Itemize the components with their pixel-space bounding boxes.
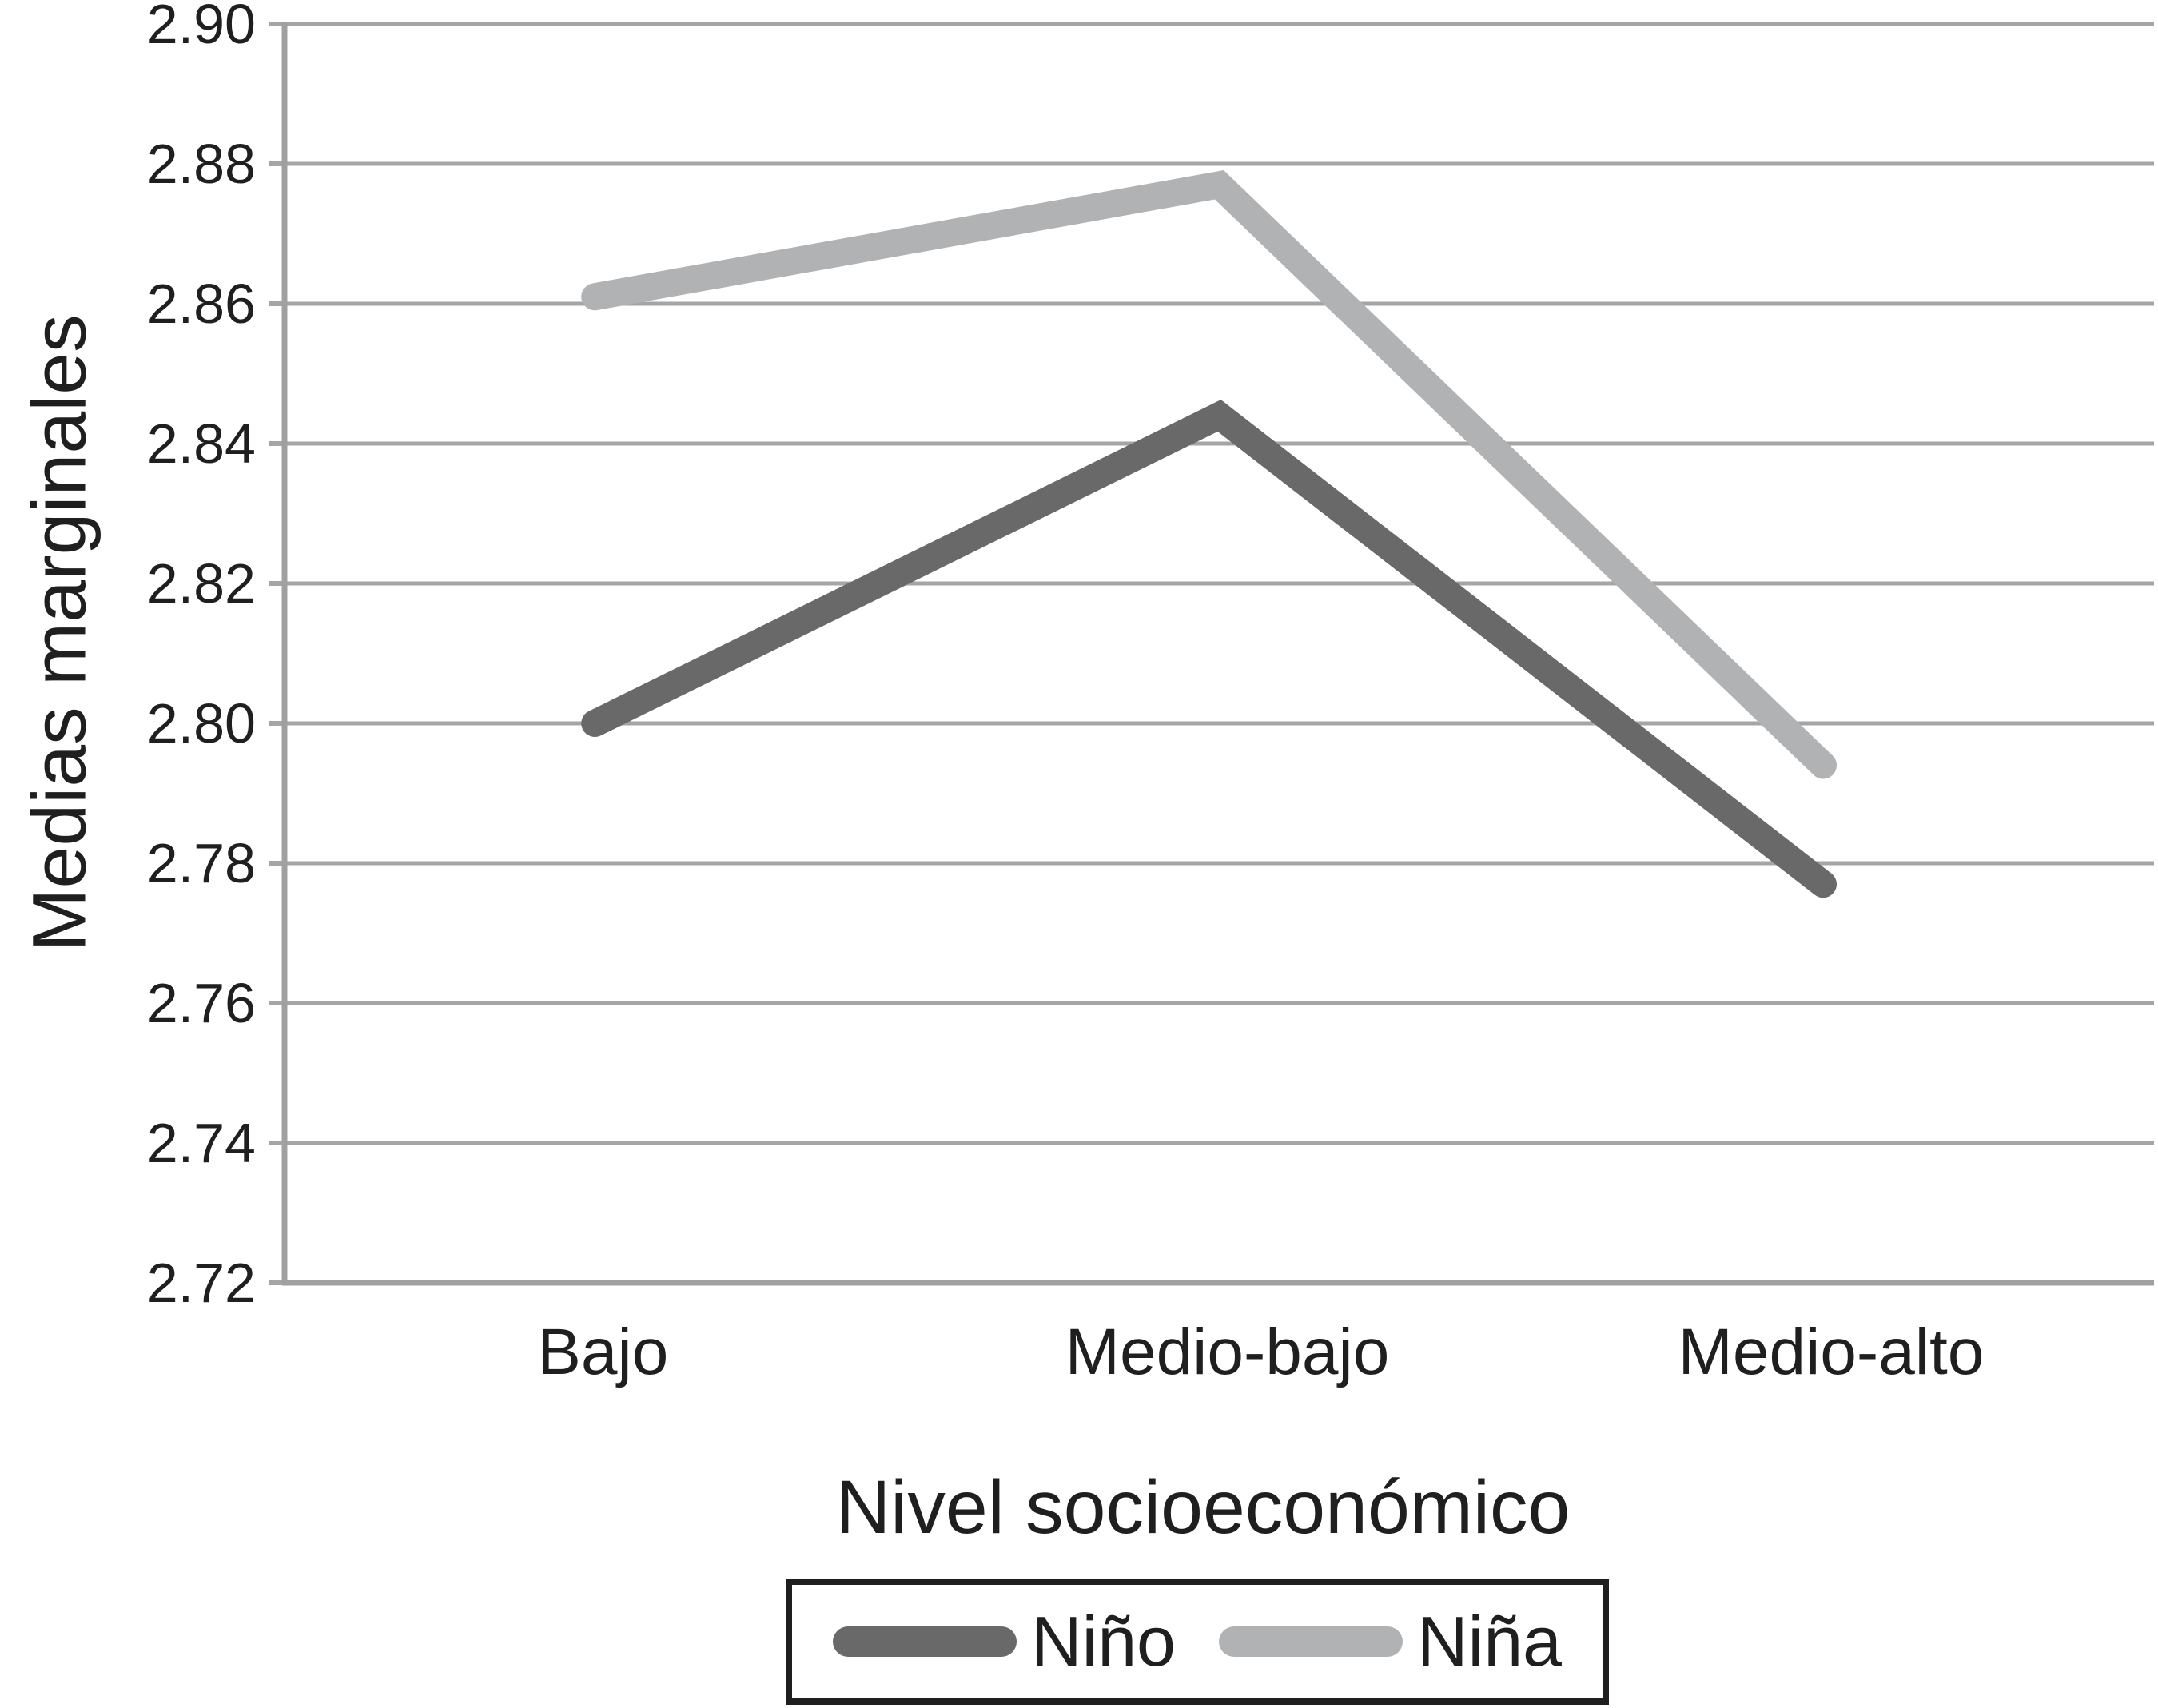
y-axis-tick-label: 2.76 [146, 972, 256, 1034]
legend-label: Niña [1417, 1602, 1562, 1681]
legend-item: Niño [833, 1601, 1176, 1682]
y-axis-tick-label: 2.84 [146, 412, 256, 475]
legend-swatch-1 [1219, 1626, 1403, 1657]
series-line-1 [581, 169, 1837, 779]
series-line-0 [581, 400, 1837, 898]
x-axis-category-label: Medio-alto [1678, 1316, 1985, 1388]
legend-label: Niño [1031, 1602, 1176, 1681]
y-axis-title: Medias marginales [17, 314, 102, 952]
y-axis-tick-label: 2.80 [146, 692, 256, 754]
legend-item: Niña [1219, 1601, 1562, 1682]
legend: Niño Niña [786, 1579, 1609, 1705]
y-axis-tick-label: 2.82 [146, 552, 256, 615]
y-axis-tick-label: 2.90 [146, 0, 256, 55]
y-axis-tick-label: 2.86 [146, 273, 256, 335]
x-axis-category-label: Bajo [537, 1316, 669, 1388]
y-axis-tick-label: 2.72 [146, 1252, 256, 1314]
y-axis-tick-label: 2.78 [146, 832, 256, 894]
legend-swatch-0 [833, 1626, 1017, 1657]
x-axis-title: Nivel socioeconómico [835, 1465, 1571, 1550]
y-axis-tick-label: 2.74 [146, 1112, 256, 1174]
y-axis-tick-label: 2.88 [146, 133, 256, 195]
x-axis-category-label: Medio-bajo [1065, 1316, 1390, 1388]
